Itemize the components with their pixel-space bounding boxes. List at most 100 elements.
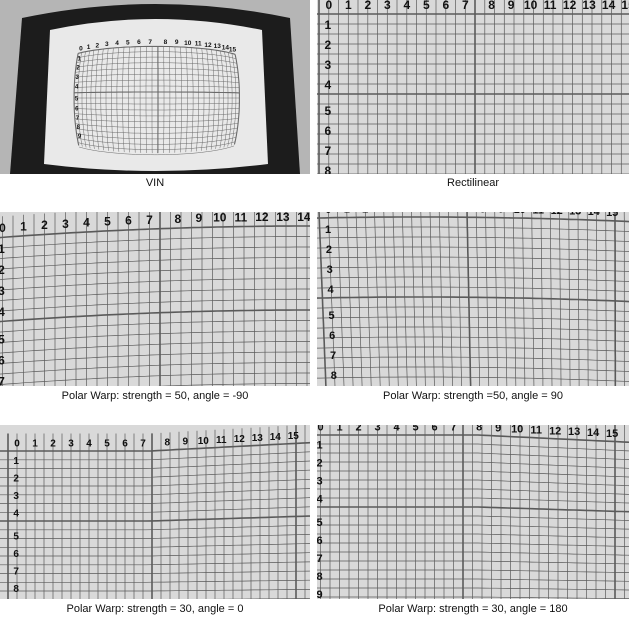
grid-row-number: 2 [317, 458, 323, 470]
grid-column-number: 14 [297, 212, 310, 224]
grid-column-number: 15 [606, 212, 618, 219]
grid-column-number: 12 [563, 0, 577, 12]
grid-column-number: 3 [62, 217, 69, 231]
grid-row-number: 1 [325, 224, 331, 236]
grid-column-number: 15 [606, 428, 618, 440]
grid-row-number: 1 [0, 242, 5, 256]
grid-column-number: 10 [511, 425, 523, 436]
grid-column-number: 5 [104, 439, 110, 450]
grid-column-number: 10 [514, 212, 526, 216]
vin-row-number: 2 [76, 66, 80, 72]
grid-column-number: 6 [431, 425, 437, 434]
vin-row-number: 4 [75, 84, 79, 90]
grid-column-number: 6 [436, 212, 442, 215]
grid-column-number: 15 [621, 0, 629, 12]
vin-row-number: 3 [76, 75, 80, 81]
grid-row-number: 2 [326, 244, 332, 256]
caption-vin: VIN [145, 177, 165, 189]
grid-column-number: 4 [403, 0, 410, 12]
grid-row-number: 7 [13, 566, 19, 577]
grid-column-number: 9 [508, 0, 515, 12]
grid-column-number: 7 [140, 439, 146, 450]
grid-row-number: 5 [13, 531, 19, 542]
grid-column-number: 14 [588, 212, 601, 218]
vin-column-number: 15 [229, 47, 237, 54]
vin-column-number: 1 [87, 44, 91, 51]
caption-polar-warp-30-180: Polar Warp: strength = 30, angle = 180 [378, 603, 568, 615]
grid-column-number: 6 [442, 0, 449, 12]
grid-row-number: 3 [13, 491, 19, 502]
grid-column-number: 2 [355, 425, 361, 434]
grid-row-number: 3 [327, 264, 333, 276]
grid-row-number: 6 [317, 535, 323, 547]
grid-column-number: 13 [568, 426, 580, 438]
grid-row-number: 8 [331, 370, 337, 382]
vin-row-number: 8 [77, 125, 81, 131]
caption-polar-warp-50-90: Polar Warp: strength =50, angle = 90 [383, 390, 563, 402]
vin-column-number: 4 [115, 40, 119, 47]
grid-column-number: 14 [587, 427, 600, 439]
grid-column-number: 4 [86, 439, 92, 450]
grid-column-number: 11 [234, 212, 247, 224]
grid-column-number: 4 [399, 212, 406, 215]
grid-column-number: 12 [549, 425, 561, 437]
grid-column-number: 0 [14, 439, 20, 450]
grid-row-number: 4 [317, 494, 324, 506]
grid-row-number: 6 [329, 330, 335, 342]
vin-column-number: 14 [222, 45, 230, 52]
grid-column-number: 12 [551, 212, 563, 217]
grid-column-number: 2 [364, 0, 371, 12]
grid-row-number: 7 [317, 553, 323, 565]
grid-row-number: 7 [0, 375, 5, 387]
image-polar-warp-30-180: 0 1 2 3 4 5 6 7 8 9 10 11 12 13 14 15 1 2 3 4 5 6 7 8 9 [317, 425, 629, 599]
caption-polar-warp-30-0: Polar Warp: strength = 30, angle = 0 [66, 603, 244, 615]
grid-row-number: 6 [324, 124, 331, 138]
grid-row-number: 3 [324, 58, 331, 72]
grid-column-number: 8 [488, 0, 495, 12]
image-polar-warp-30-0: 0 1 2 3 4 5 6 7 8 9 10 11 12 13 14 15 1 2 3 4 5 6 7 8 [0, 425, 310, 599]
grid-row-number: 1 [317, 440, 323, 452]
grid-column-number: 6 [122, 439, 128, 450]
grid-column-number: 5 [412, 425, 418, 434]
grid-column-number: 11 [544, 0, 557, 12]
grid-column-number: 1 [336, 425, 342, 434]
grid-row-number: 7 [330, 350, 336, 362]
vin-column-number: 13 [214, 43, 222, 50]
grid-row-number: 2 [13, 474, 19, 485]
grid-column-number: 1 [345, 0, 352, 12]
vin-row-number: 6 [75, 106, 79, 112]
grid-column-number: 12 [255, 212, 269, 224]
grid-row-number: 3 [0, 284, 5, 298]
grid-row-number: 4 [0, 305, 5, 319]
grid-row-number: 8 [324, 164, 331, 174]
grid-row-number: 1 [13, 456, 19, 467]
grid-column-number: 11 [216, 435, 227, 446]
vin-row-number: 7 [76, 116, 80, 122]
vin-column-number: 9 [175, 39, 179, 46]
vin-column-number: 8 [164, 39, 168, 46]
grid-column-number: 0 [325, 0, 332, 12]
grid-column-number: 3 [384, 0, 391, 12]
grid-column-number: 8 [165, 438, 171, 449]
grid-row-number: 6 [13, 549, 19, 560]
grid-column-number: 3 [68, 439, 74, 450]
grid-column-number: 3 [374, 425, 380, 434]
vin-column-number: 0 [79, 46, 83, 53]
vin-row-number: 9 [78, 134, 82, 140]
grid-column-number: 7 [455, 212, 461, 215]
grid-row-number: 4 [327, 284, 334, 296]
grid-column-number: 8 [174, 212, 181, 226]
vin-column-number: 7 [148, 39, 152, 46]
grid-column-number: 11 [532, 212, 544, 217]
vin-column-number: 3 [105, 41, 109, 48]
grid-column-number: 4 [393, 425, 400, 434]
grid-column-number: 5 [423, 0, 430, 12]
grid-row-number: 1 [324, 18, 331, 32]
